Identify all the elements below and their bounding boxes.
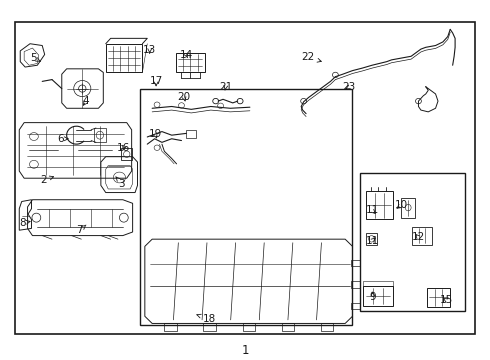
Bar — [164, 323, 176, 330]
Text: 21: 21 — [219, 82, 232, 93]
Bar — [203, 323, 216, 330]
Text: 11: 11 — [366, 206, 379, 216]
Text: 22: 22 — [301, 52, 321, 62]
Text: 9: 9 — [369, 292, 376, 302]
Text: 16: 16 — [117, 143, 130, 153]
Bar — [15, 22, 475, 334]
Text: 18: 18 — [197, 314, 216, 324]
Text: 20: 20 — [177, 92, 191, 102]
Text: 5: 5 — [30, 53, 40, 63]
Bar — [360, 173, 465, 311]
Bar — [363, 282, 392, 286]
Text: 13: 13 — [143, 45, 156, 55]
Text: 14: 14 — [180, 50, 193, 60]
Text: 2: 2 — [40, 175, 53, 185]
Bar — [363, 286, 392, 306]
Bar — [106, 44, 143, 72]
Bar — [282, 323, 294, 330]
Bar — [366, 233, 377, 244]
Bar — [321, 323, 333, 330]
Text: 10: 10 — [395, 200, 408, 210]
Text: 1: 1 — [241, 344, 249, 357]
Text: 4: 4 — [83, 96, 90, 106]
Text: 7: 7 — [76, 225, 86, 235]
Bar — [351, 303, 360, 309]
Bar — [351, 260, 360, 266]
Text: 11: 11 — [366, 236, 379, 246]
Text: 8: 8 — [20, 218, 30, 228]
Text: 15: 15 — [440, 295, 453, 305]
Bar — [186, 130, 196, 138]
Bar — [427, 288, 450, 307]
Bar — [243, 323, 255, 330]
Text: 17: 17 — [149, 76, 163, 86]
Bar — [140, 89, 352, 325]
Text: 12: 12 — [412, 232, 425, 242]
Bar — [401, 198, 415, 218]
Bar — [366, 191, 393, 220]
Bar — [94, 128, 106, 142]
Bar — [412, 226, 432, 244]
Text: 6: 6 — [57, 134, 68, 144]
Bar — [351, 281, 360, 288]
Text: 19: 19 — [148, 129, 162, 139]
Bar — [122, 148, 132, 160]
Bar — [175, 53, 205, 72]
Text: 3: 3 — [116, 177, 125, 189]
Text: 23: 23 — [342, 82, 355, 93]
